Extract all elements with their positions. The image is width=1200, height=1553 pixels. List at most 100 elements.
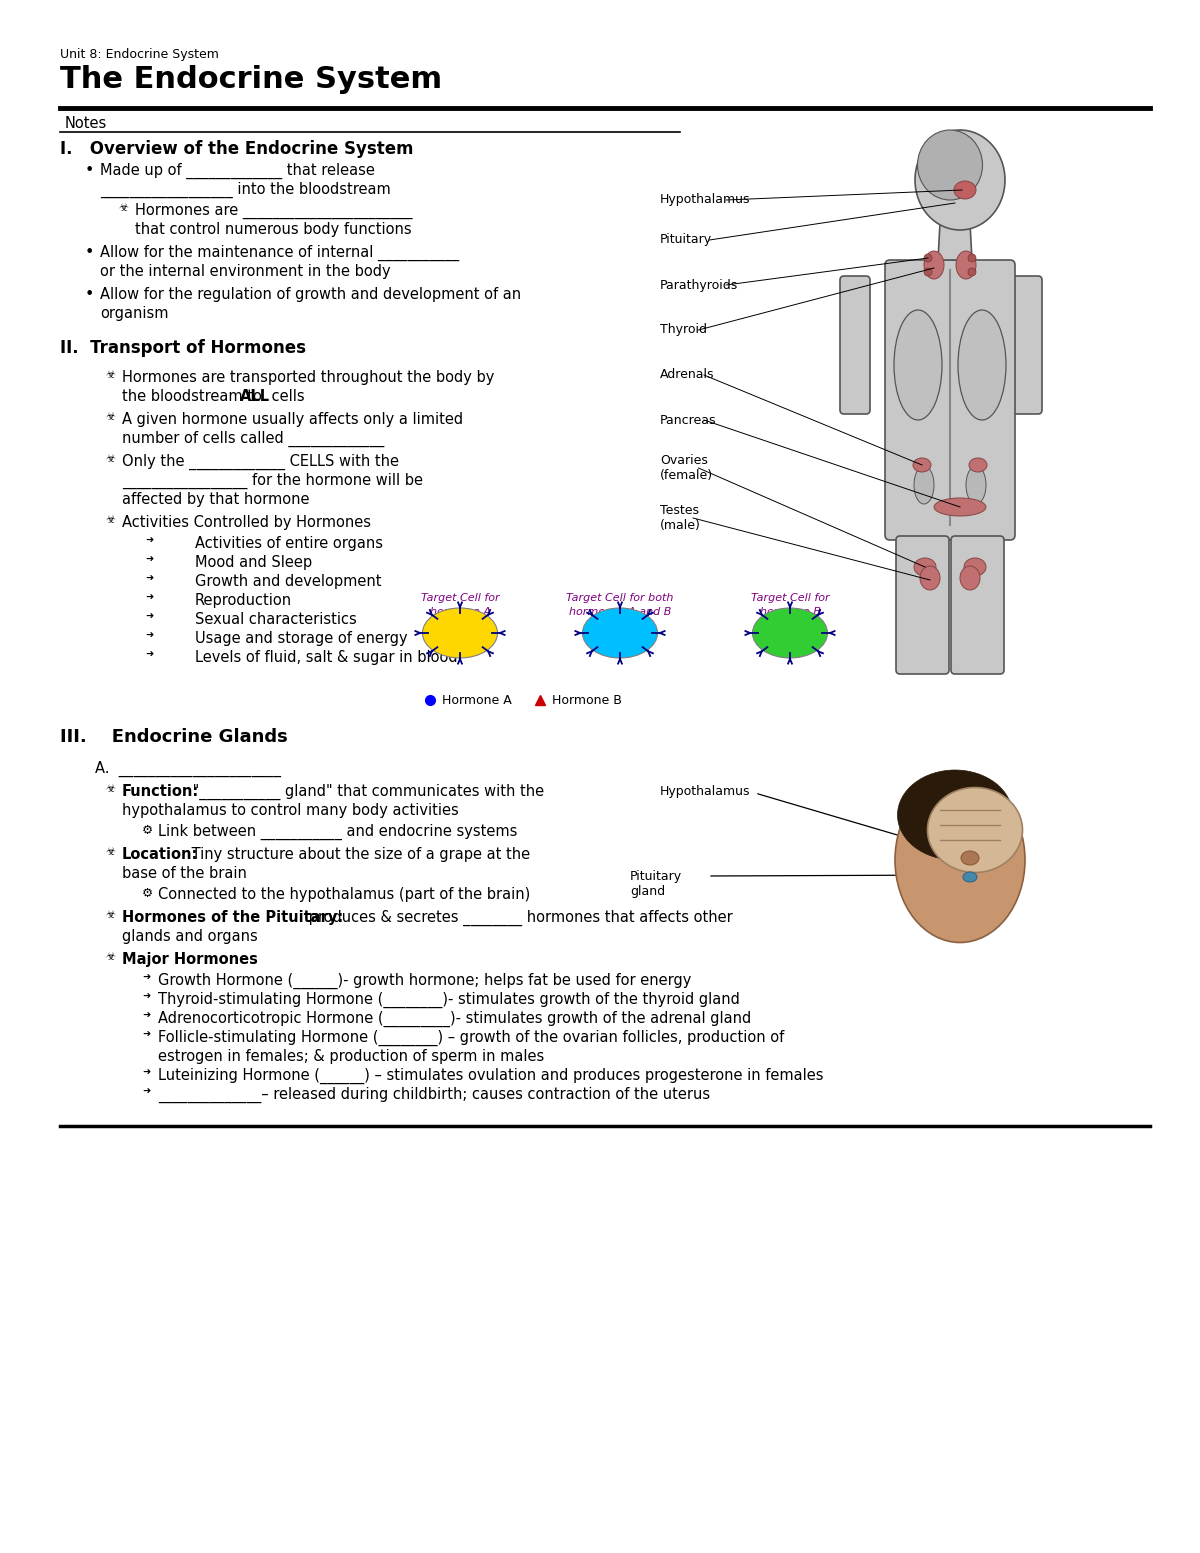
Text: •: • — [85, 163, 95, 179]
Text: hormones A and B: hormones A and B — [569, 607, 671, 617]
Ellipse shape — [924, 252, 944, 280]
Text: ☣: ☣ — [106, 910, 115, 919]
Circle shape — [968, 269, 976, 276]
Text: ☣: ☣ — [106, 784, 115, 794]
Text: ➜: ➜ — [142, 974, 150, 983]
Circle shape — [968, 255, 976, 262]
Text: hormone A: hormone A — [430, 607, 491, 617]
Ellipse shape — [913, 458, 931, 472]
Text: Reproduction: Reproduction — [194, 593, 292, 609]
Circle shape — [924, 255, 932, 262]
Text: •: • — [85, 287, 95, 301]
Text: Hypothalamus: Hypothalamus — [660, 784, 750, 798]
Text: Pituitary
gland: Pituitary gland — [630, 870, 682, 898]
Ellipse shape — [960, 565, 980, 590]
Text: Hormones are _______________________: Hormones are _______________________ — [134, 203, 413, 219]
Ellipse shape — [920, 565, 940, 590]
Text: Hormones of the Pituitary:: Hormones of the Pituitary: — [122, 910, 343, 926]
Text: hypothalamus to control many body activities: hypothalamus to control many body activi… — [122, 803, 458, 818]
Text: or the internal environment in the body: or the internal environment in the body — [100, 264, 391, 280]
Ellipse shape — [966, 466, 986, 505]
Ellipse shape — [898, 770, 1013, 860]
Text: Adrenocorticotropic Hormone (_________)- stimulates growth of the adrenal gland: Adrenocorticotropic Hormone (_________)-… — [158, 1011, 751, 1027]
Ellipse shape — [916, 130, 1006, 230]
Text: that control numerous body functions: that control numerous body functions — [134, 222, 412, 238]
Text: ➜: ➜ — [145, 651, 154, 660]
Text: Unit 8: Endocrine System: Unit 8: Endocrine System — [60, 48, 218, 61]
Text: Hormone A: Hormone A — [442, 694, 511, 707]
Ellipse shape — [928, 787, 1022, 873]
Polygon shape — [938, 224, 972, 259]
Text: Location:: Location: — [122, 846, 198, 862]
Text: The Endocrine System: The Endocrine System — [60, 65, 442, 95]
Text: Only the _____________ CELLS with the: Only the _____________ CELLS with the — [122, 453, 398, 471]
Text: ➜: ➜ — [145, 593, 154, 603]
Text: "___________ gland" that communicates with the: "___________ gland" that communicates wi… — [188, 784, 544, 800]
Ellipse shape — [961, 851, 979, 865]
Text: Growth Hormone (______)- growth hormone; helps fat be used for energy: Growth Hormone (______)- growth hormone;… — [158, 974, 691, 989]
Text: ➜: ➜ — [142, 992, 150, 1002]
Text: ⚙: ⚙ — [142, 887, 154, 901]
Text: III.    Endocrine Glands: III. Endocrine Glands — [60, 728, 288, 745]
Text: ☣: ☣ — [106, 412, 115, 422]
Text: ➜: ➜ — [145, 554, 154, 565]
Text: Connected to the hypothalamus (part of the brain): Connected to the hypothalamus (part of t… — [158, 887, 530, 902]
Ellipse shape — [895, 778, 1025, 943]
Text: Adrenals: Adrenals — [660, 368, 714, 382]
Text: number of cells called _____________: number of cells called _____________ — [122, 432, 384, 447]
Text: A given hormone usually affects only a limited: A given hormone usually affects only a l… — [122, 412, 463, 427]
Text: ☣: ☣ — [106, 846, 115, 857]
Text: ______________– released during childbirth; causes contraction of the uterus: ______________– released during childbir… — [158, 1087, 710, 1103]
Text: Target Cell for: Target Cell for — [751, 593, 829, 603]
Ellipse shape — [914, 558, 936, 576]
Text: Allow for the regulation of growth and development of an: Allow for the regulation of growth and d… — [100, 287, 521, 301]
Text: Ovaries
(female): Ovaries (female) — [660, 453, 713, 481]
Circle shape — [924, 269, 932, 276]
Text: Tiny structure about the size of a grape at the: Tiny structure about the size of a grape… — [187, 846, 530, 862]
Text: glands and organs: glands and organs — [122, 929, 258, 944]
Ellipse shape — [914, 466, 934, 505]
Ellipse shape — [934, 499, 986, 516]
Text: ☣: ☣ — [118, 203, 128, 213]
Text: _________________ for the hormone will be: _________________ for the hormone will b… — [122, 474, 424, 489]
Text: ☣: ☣ — [106, 370, 115, 380]
Text: Growth and development: Growth and development — [194, 575, 382, 589]
Ellipse shape — [954, 182, 976, 199]
Text: Mood and Sleep: Mood and Sleep — [194, 554, 312, 570]
Text: ALL: ALL — [240, 388, 270, 404]
Text: ➜: ➜ — [142, 1087, 150, 1096]
Text: organism: organism — [100, 306, 168, 321]
Text: produces & secretes ________ hormones that affects other: produces & secretes ________ hormones th… — [304, 910, 733, 926]
Text: Activities of entire organs: Activities of entire organs — [194, 536, 383, 551]
Text: Major Hormones: Major Hormones — [122, 952, 258, 968]
FancyBboxPatch shape — [840, 276, 870, 415]
Text: Pancreas: Pancreas — [660, 413, 716, 427]
Text: Function:: Function: — [122, 784, 199, 798]
Text: hormone B: hormone B — [760, 607, 821, 617]
Text: ➜: ➜ — [145, 575, 154, 584]
Text: __________________ into the bloodstream: __________________ into the bloodstream — [100, 182, 391, 199]
Text: ➜: ➜ — [145, 536, 154, 547]
Ellipse shape — [958, 311, 1006, 419]
Text: Follicle-stimulating Hormone (________) – growth of the ovarian follicles, produ: Follicle-stimulating Hormone (________) … — [158, 1030, 785, 1047]
Text: estrogen in females; & production of sperm in males: estrogen in females; & production of spe… — [158, 1048, 545, 1064]
Text: ☣: ☣ — [106, 453, 115, 464]
Text: ➜: ➜ — [142, 1011, 150, 1020]
Text: •: • — [85, 245, 95, 259]
Ellipse shape — [582, 609, 658, 658]
Text: Made up of _____________ that release: Made up of _____________ that release — [100, 163, 374, 179]
FancyBboxPatch shape — [952, 536, 1004, 674]
Text: the bloodstream to: the bloodstream to — [122, 388, 266, 404]
Text: Hormone B: Hormone B — [552, 694, 622, 707]
Text: ☣: ☣ — [106, 952, 115, 961]
Text: ➜: ➜ — [142, 1030, 150, 1041]
Text: ➜: ➜ — [145, 612, 154, 623]
Text: ➜: ➜ — [145, 631, 154, 641]
Text: Hypothalamus: Hypothalamus — [660, 194, 750, 207]
Ellipse shape — [956, 252, 976, 280]
Text: Notes: Notes — [65, 116, 107, 130]
Ellipse shape — [970, 458, 986, 472]
FancyBboxPatch shape — [886, 259, 1015, 540]
Text: Allow for the maintenance of internal ___________: Allow for the maintenance of internal __… — [100, 245, 460, 261]
Text: Parathyroids: Parathyroids — [660, 278, 738, 292]
